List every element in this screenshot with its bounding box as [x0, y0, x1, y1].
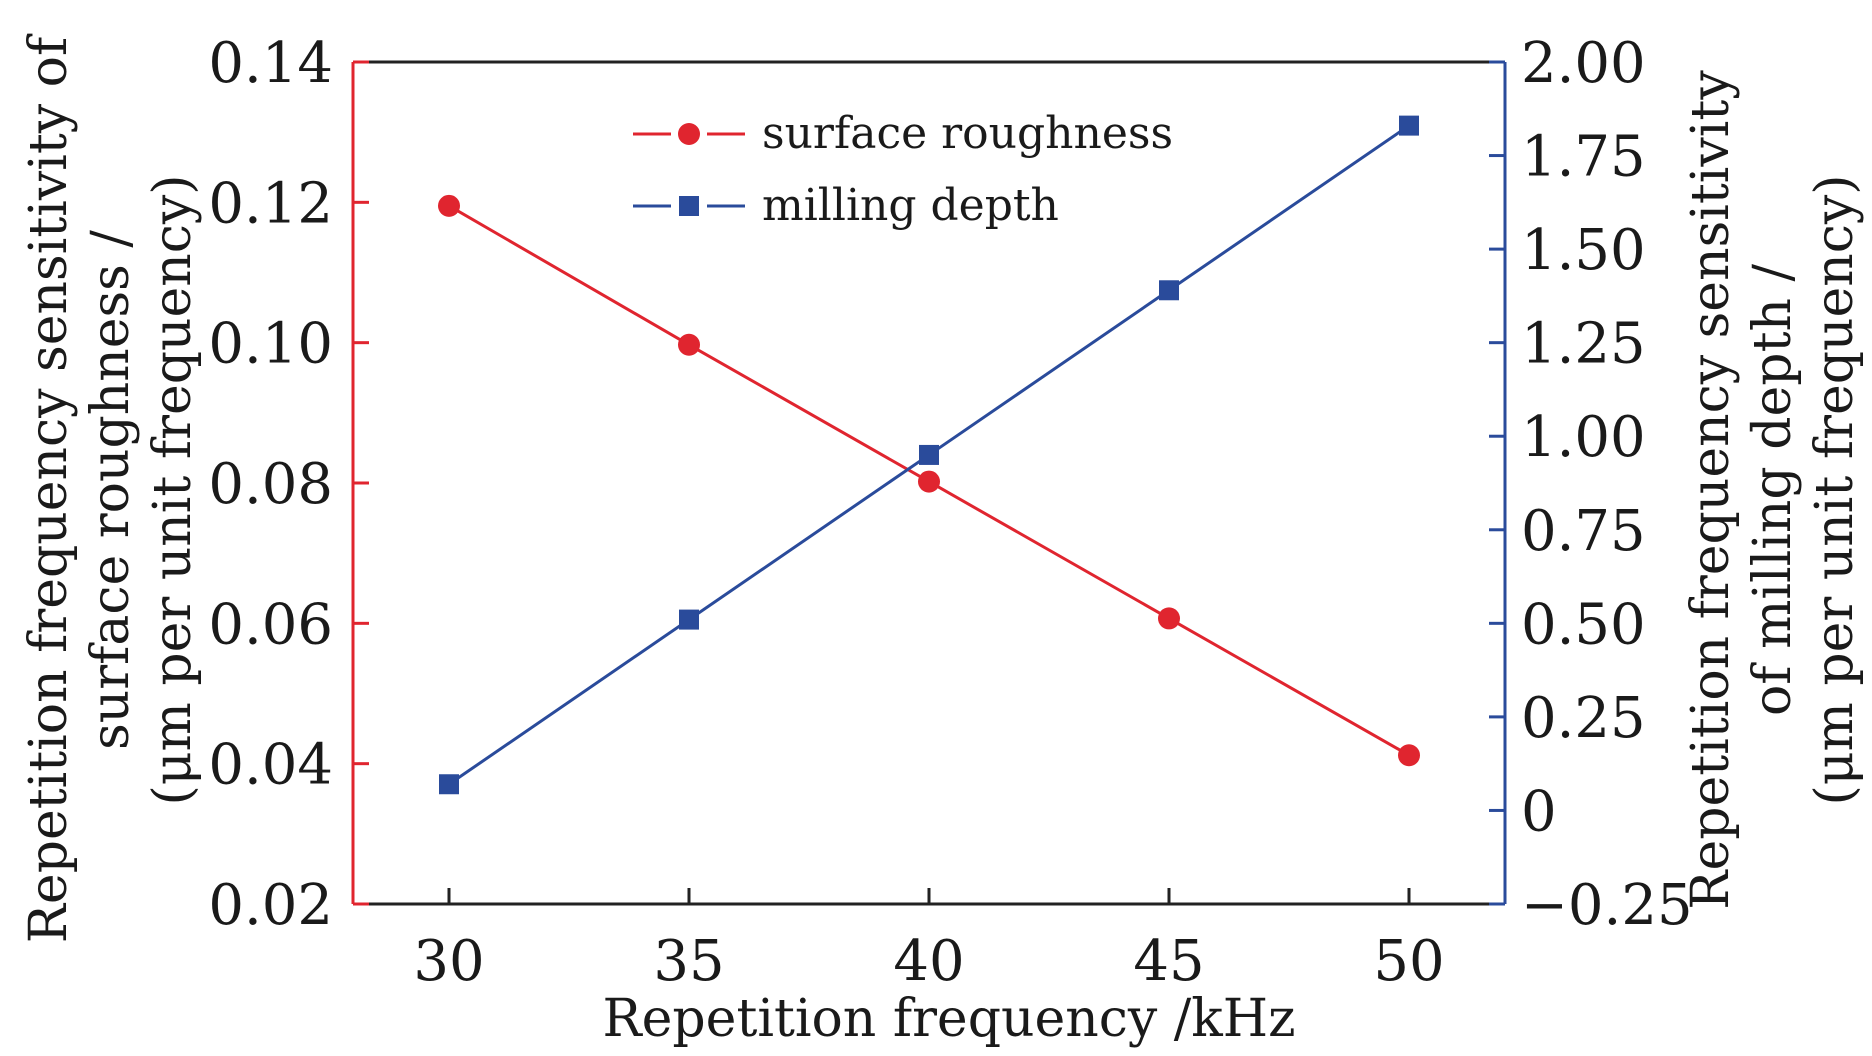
data-point-milling-depth — [439, 774, 459, 795]
legend-marker-square — [679, 196, 699, 216]
left-y-tick-label: 0.10 — [208, 312, 333, 377]
left-y-axis-title: Repetition frequency sensitivity of surfa… — [19, 33, 203, 943]
legend: surface roughness milling depth — [633, 108, 1173, 231]
left-y-tick-label: 0.02 — [208, 873, 333, 938]
left-y-axis-title-line: Repetition frequency sensitivity of — [19, 33, 79, 943]
left-y-tick-label: 0.04 — [208, 733, 333, 798]
right-y-tick-label: 1.50 — [1521, 218, 1646, 283]
right-y-tick-label: 1.00 — [1521, 405, 1646, 470]
left-y-tick-label: 0.14 — [208, 31, 333, 96]
right-y-axis-title-line: Repetition frequency sensitivity — [1681, 70, 1741, 910]
data-point-milling-depth — [919, 444, 939, 465]
legend-label: surface roughness — [762, 108, 1173, 159]
left-y-tick-label: 0.08 — [208, 452, 333, 517]
x-tick-label: 30 — [413, 929, 484, 994]
legend-marker-circle — [678, 123, 700, 145]
data-point-milling-depth — [679, 609, 699, 630]
x-tick-label: 40 — [893, 929, 964, 994]
data-point-surface-roughness — [1398, 744, 1420, 767]
legend-label: milling depth — [762, 180, 1059, 231]
right-y-tick-label: 0.50 — [1521, 592, 1646, 657]
data-point-surface-roughness — [678, 333, 700, 356]
data-point-milling-depth — [1399, 115, 1419, 136]
right-y-tick-label: 1.75 — [1521, 125, 1646, 190]
left-y-axis-title-line: (μm per unit frequency) — [143, 174, 203, 805]
data-point-surface-roughness — [438, 194, 460, 217]
right-y-tick-label: 0 — [1521, 779, 1557, 844]
left-y-tick-label: 0.12 — [208, 171, 333, 236]
right-y-tick-label: −0.25 — [1521, 873, 1693, 938]
left-y-tick-label: 0.06 — [208, 592, 333, 657]
x-tick-label: 50 — [1373, 929, 1444, 994]
axes: 30 35 40 45 50 0.02 0.04 0.06 0.08 0.10 0.12 0.14 −0… — [208, 31, 1692, 994]
data-point-surface-roughness — [1158, 607, 1180, 630]
right-y-tick-label: 0.75 — [1521, 499, 1646, 564]
data-point-surface-roughness — [918, 470, 940, 493]
x-tick-label: 35 — [653, 929, 724, 994]
right-y-axis-title-line: (μm per unit frequency) — [1805, 174, 1865, 805]
data-point-milling-depth — [1159, 280, 1179, 301]
right-y-tick-label: 2.00 — [1521, 31, 1646, 96]
right-y-tick-label: 0.25 — [1521, 686, 1646, 751]
right-y-tick-label: 1.25 — [1521, 312, 1646, 377]
series-layer — [438, 115, 1420, 795]
x-tick-label: 45 — [1133, 929, 1204, 994]
right-y-axis-title-line: of milling depth / — [1743, 264, 1803, 716]
x-axis-title: Repetition frequency /kHz — [602, 989, 1295, 1049]
left-y-axis-title-line: surface roughness / — [81, 230, 141, 750]
right-y-axis-title: Repetition frequency sensitivity of milli… — [1681, 70, 1865, 910]
axis-titles: Repetition frequency /kHz Repetition freq… — [19, 33, 1865, 1049]
